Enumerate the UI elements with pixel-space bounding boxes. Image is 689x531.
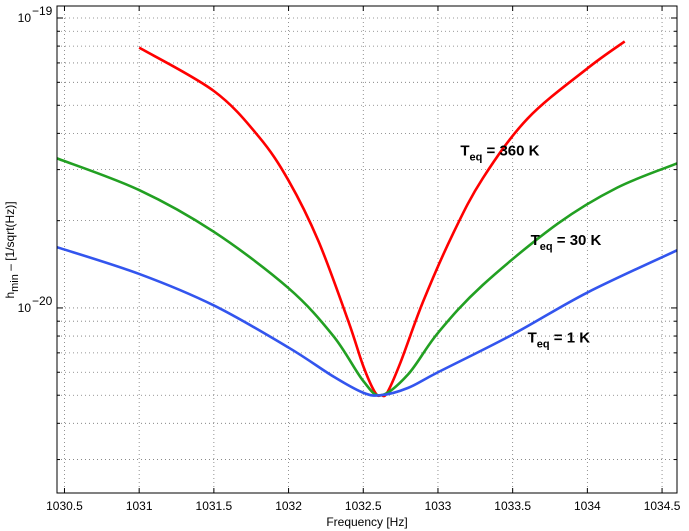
y-tick-exponent: −20 xyxy=(32,294,53,308)
plot-background xyxy=(57,6,677,493)
x-tick-label: 1030.5 xyxy=(46,499,83,513)
x-tick-label: 1033.5 xyxy=(494,499,531,513)
x-tick-label: 1033 xyxy=(425,499,452,513)
y-tick-label: 10 xyxy=(18,11,32,25)
x-tick-label: 1032.5 xyxy=(345,499,382,513)
axis-ticks: 1030.5 1031 1031.5 1032 1032.5 1033 1033.5 1034… xyxy=(18,4,681,513)
x-tick-label: 1034.5 xyxy=(644,499,681,513)
series-label-0: Teq = 360 K xyxy=(460,143,539,164)
x-axis-title: Frequency [Hz] xyxy=(326,515,407,529)
series-layer xyxy=(56,40,678,398)
x-tick-label: 1034 xyxy=(574,499,601,513)
series-label-2: Teq = 1 K xyxy=(528,329,591,350)
y-axis-title: hmin – [1/sqrt(Hz)] xyxy=(3,201,21,298)
grid xyxy=(57,6,677,493)
x-tick-label: 1032 xyxy=(275,499,302,513)
plot-frame xyxy=(56,5,678,494)
x-tick-label: 1031 xyxy=(126,499,153,513)
series-line-2 xyxy=(56,245,678,397)
y-tick-label: 10 xyxy=(18,301,32,315)
series-label-1: Teq = 30 K xyxy=(531,232,602,253)
x-tick-label: 1031.5 xyxy=(196,499,233,513)
y-tick-exponent: −19 xyxy=(32,4,53,18)
annotations: Teq = 360 K Teq = 30 K Teq = 1 K xyxy=(460,143,601,351)
